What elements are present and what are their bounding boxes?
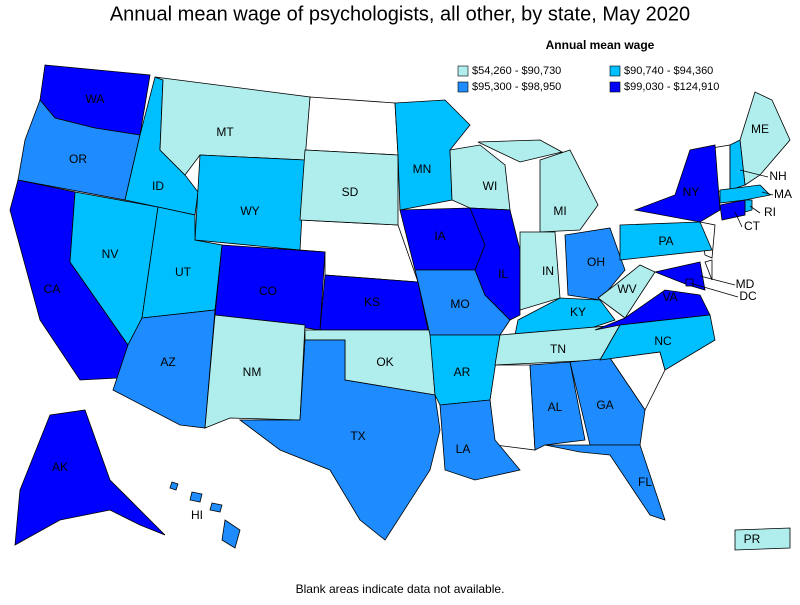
state-label: CA: [44, 282, 61, 296]
state: [477, 139, 599, 233]
leader-line: [699, 275, 736, 286]
state-label: KS: [364, 295, 380, 309]
legend-label: $90,740 - $94,360: [624, 65, 713, 77]
state-label: ID: [152, 179, 164, 193]
state-label: PR: [744, 532, 761, 546]
state: [619, 221, 713, 261]
no-data-state: [489, 364, 536, 451]
state-label: HI: [191, 508, 203, 522]
state-label: TX: [350, 429, 365, 443]
state-label: NV: [102, 247, 119, 261]
state-label: SD: [342, 185, 359, 199]
state-label: OK: [376, 355, 393, 369]
leader-line: [734, 211, 743, 228]
state: [734, 527, 791, 551]
title: Annual mean wage of psychologists, all o…: [110, 3, 690, 25]
state-label: MN: [413, 162, 432, 176]
state-label: PA: [658, 234, 673, 248]
state-label: NH: [769, 169, 786, 183]
state-label: FL: [638, 475, 652, 489]
state-label: WA: [86, 92, 105, 106]
state-label: AZ: [160, 355, 175, 369]
state: [633, 144, 721, 223]
state: [449, 144, 511, 211]
state-label: ME: [751, 122, 769, 136]
state-label: IA: [434, 229, 445, 243]
legend-label: $54,260 - $90,730: [472, 65, 561, 77]
state: [112, 309, 216, 429]
state-label: MI: [553, 204, 566, 218]
leader-line: [689, 282, 739, 298]
leader-line: [761, 191, 774, 196]
state-label: MO: [450, 297, 469, 311]
leader-line: [749, 205, 761, 214]
state-label: MA: [774, 187, 792, 201]
state-label: LA: [456, 442, 471, 456]
legend-label: $99,030 - $124,910: [624, 81, 719, 93]
state: [653, 261, 706, 291]
no-data-state: [704, 259, 713, 281]
state-label: AR: [454, 365, 471, 379]
state: [238, 339, 441, 541]
state: [14, 409, 166, 546]
state-label: AL: [548, 400, 563, 414]
legend-title: Annual mean wage: [546, 38, 655, 52]
state-label: MT: [216, 125, 234, 139]
state-label: IN: [542, 264, 554, 278]
footnote: Blank areas indicate data not available.: [296, 582, 505, 596]
state-label: NY: [683, 185, 700, 199]
state-label: GA: [596, 398, 613, 412]
state: [519, 231, 561, 311]
state-label: TN: [550, 342, 566, 356]
state-label: NM: [243, 365, 262, 379]
legend-swatch: [609, 65, 621, 77]
state: [154, 76, 311, 176]
state-label: WV: [617, 282, 636, 296]
state: [439, 399, 521, 481]
state: [599, 314, 716, 371]
state: [744, 199, 753, 213]
state: [719, 199, 746, 221]
state-label: CO: [259, 284, 277, 298]
state: [469, 207, 521, 321]
state-label: WY: [240, 204, 259, 218]
state-label: OH: [587, 255, 605, 269]
no-data-state: [304, 96, 399, 156]
legend-swatch: [457, 65, 469, 77]
legend-swatch: [457, 81, 469, 93]
state-label: DC: [739, 289, 757, 303]
state: [204, 314, 306, 429]
leader-line: [739, 169, 769, 178]
state: [564, 227, 626, 301]
state: [719, 184, 771, 204]
state: [194, 154, 306, 251]
state-label: UT: [175, 265, 192, 279]
state-label: WI: [483, 179, 498, 193]
state-label: NC: [654, 334, 672, 348]
state: [169, 481, 241, 549]
state: [529, 361, 586, 451]
state-label: KY: [570, 305, 586, 319]
state-label: CT: [744, 219, 761, 233]
state-label: OR: [69, 152, 87, 166]
state: [544, 444, 666, 521]
state: [729, 139, 746, 191]
state: [597, 264, 656, 319]
state: [299, 149, 399, 226]
state: [685, 278, 694, 287]
state-label: AK: [52, 460, 68, 474]
state-label: VA: [662, 290, 677, 304]
state-label: RI: [764, 205, 776, 219]
legend-label: $95,300 - $98,950: [472, 81, 561, 93]
state-label: MD: [736, 277, 755, 291]
state-label: IL: [498, 267, 508, 281]
legend-swatch: [609, 81, 621, 93]
